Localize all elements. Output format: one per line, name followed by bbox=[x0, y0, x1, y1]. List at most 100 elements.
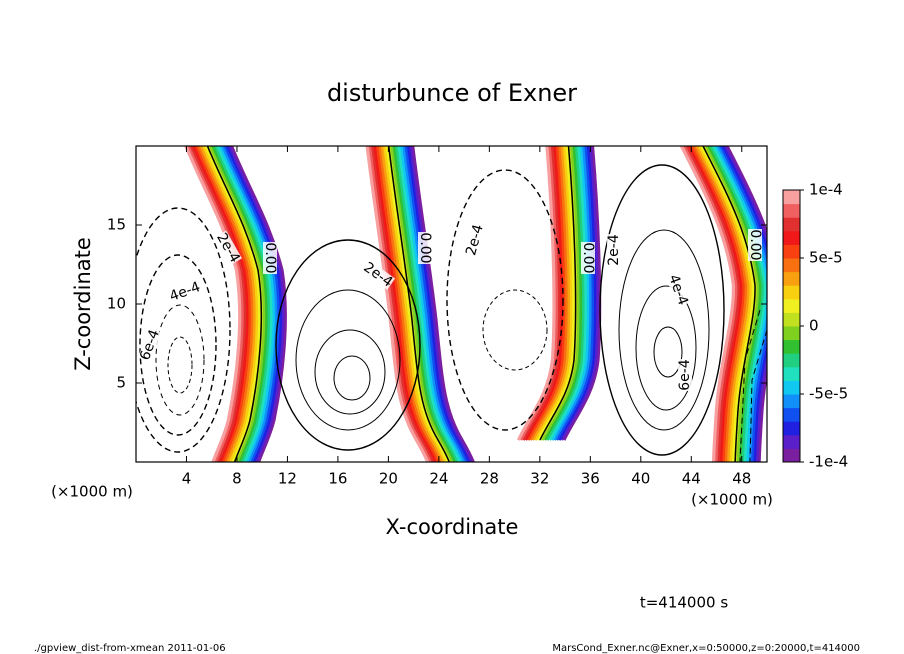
shade-band bbox=[521, 146, 561, 441]
shade-band bbox=[406, 146, 471, 462]
colorbar-swatch bbox=[783, 448, 800, 463]
contour-label-bg bbox=[607, 234, 621, 266]
shade-band bbox=[715, 146, 767, 462]
shade-band bbox=[382, 146, 447, 462]
shade-band bbox=[718, 146, 767, 462]
contour-label: 0.00 bbox=[747, 229, 763, 260]
shade-band bbox=[684, 146, 740, 462]
colorbar-swatch bbox=[783, 203, 800, 218]
shade-band bbox=[686, 146, 743, 462]
shade-band bbox=[191, 146, 249, 462]
shade-band bbox=[210, 146, 268, 462]
shade-band bbox=[196, 146, 254, 462]
contour-label: 2e-4 bbox=[463, 223, 487, 258]
x-unit-label: (×1000 m) bbox=[51, 483, 133, 501]
colorbar-swatch bbox=[783, 380, 800, 395]
contour-label-bg bbox=[263, 242, 277, 274]
shade-band bbox=[696, 146, 752, 462]
colorbar-swatch bbox=[783, 353, 800, 368]
contour-label-bg bbox=[581, 242, 595, 274]
contour-label-bg bbox=[748, 229, 762, 261]
x-tick-label: 16 bbox=[328, 470, 347, 488]
shade-band bbox=[372, 146, 437, 462]
chart-title: disturbunce of Exner bbox=[327, 79, 577, 107]
shade-band bbox=[198, 146, 256, 462]
shade-band bbox=[713, 146, 767, 462]
shade-band bbox=[375, 146, 440, 462]
x-tick-label: 28 bbox=[480, 470, 499, 488]
shade-band bbox=[186, 146, 244, 462]
shade-band bbox=[408, 146, 473, 462]
shade-band bbox=[725, 146, 767, 462]
shade-band bbox=[217, 146, 275, 462]
shade-band bbox=[540, 146, 580, 441]
shade-band bbox=[212, 146, 271, 462]
footer-left: ./gpview_dist-from-xmean 2011-01-06 bbox=[34, 643, 226, 654]
contour bbox=[739, 309, 767, 462]
time-label: t=414000 s bbox=[640, 594, 728, 612]
shade-band bbox=[389, 146, 454, 462]
shade-band bbox=[184, 146, 242, 462]
zero-contour bbox=[702, 146, 756, 462]
x-unit-label: (×1000 m) bbox=[691, 491, 773, 509]
x-tick-label: 8 bbox=[232, 470, 242, 488]
shade-band bbox=[698, 146, 755, 462]
contour bbox=[333, 355, 371, 401]
colorbar-swatch bbox=[783, 312, 800, 327]
contour bbox=[139, 254, 217, 436]
shade-band bbox=[516, 146, 556, 441]
contour-label: 0.00 bbox=[580, 242, 596, 273]
contour bbox=[167, 336, 193, 394]
shade-band bbox=[188, 146, 247, 462]
shade-band bbox=[394, 146, 459, 462]
colorbar-tick-label: 1e-4 bbox=[809, 181, 843, 199]
colorbar-swatch bbox=[783, 366, 800, 381]
colorbar-swatch bbox=[783, 258, 800, 273]
shade-band bbox=[552, 146, 592, 441]
shade-band bbox=[689, 146, 745, 462]
x-tick-label: 4 bbox=[182, 470, 192, 488]
contour-label-bg bbox=[137, 327, 163, 363]
footer-right: MarsCond_Exner.nc@Exner,x=0:50000,z=0:20… bbox=[552, 643, 860, 654]
contour-label-bg bbox=[464, 222, 486, 258]
x-tick-label: 20 bbox=[379, 470, 398, 488]
colorbar-swatch bbox=[783, 230, 800, 245]
shade-band bbox=[710, 146, 767, 462]
shade-band bbox=[703, 146, 760, 462]
colorbar-swatch bbox=[783, 339, 800, 354]
contours bbox=[136, 164, 767, 462]
shade-band bbox=[403, 146, 468, 462]
shade-band bbox=[367, 146, 432, 462]
shade-band bbox=[208, 146, 266, 462]
shade-band bbox=[227, 146, 285, 462]
shade-band bbox=[396, 146, 461, 462]
shade-band bbox=[377, 146, 442, 462]
shade-band bbox=[545, 146, 585, 441]
shade-band bbox=[384, 146, 449, 462]
y-tick-label: 5 bbox=[116, 374, 126, 392]
colorbar-tick-label: 5e-5 bbox=[809, 249, 843, 267]
shade-band bbox=[203, 146, 261, 462]
colorbar-tick-label: -1e-4 bbox=[809, 453, 848, 471]
shade-band bbox=[224, 146, 283, 462]
shade-band bbox=[519, 146, 559, 441]
colorbar-swatch bbox=[783, 298, 800, 313]
shade-band bbox=[720, 146, 767, 462]
shade-band bbox=[399, 146, 464, 462]
shade-band bbox=[706, 146, 762, 462]
contour-label-bg bbox=[665, 272, 691, 308]
x-tick-label: 48 bbox=[732, 470, 751, 488]
shade-band bbox=[548, 146, 587, 441]
colorbar-swatch bbox=[783, 190, 800, 205]
contour bbox=[155, 304, 205, 416]
contour bbox=[136, 207, 231, 453]
contour bbox=[275, 239, 421, 451]
shade-band bbox=[555, 146, 595, 441]
y-tick-label: 10 bbox=[107, 295, 126, 313]
x-axis-label: X-coordinate bbox=[386, 515, 519, 539]
shade-band bbox=[220, 146, 278, 462]
colorbar-swatch bbox=[783, 285, 800, 300]
contour bbox=[295, 289, 401, 431]
zero-contour bbox=[539, 146, 577, 441]
